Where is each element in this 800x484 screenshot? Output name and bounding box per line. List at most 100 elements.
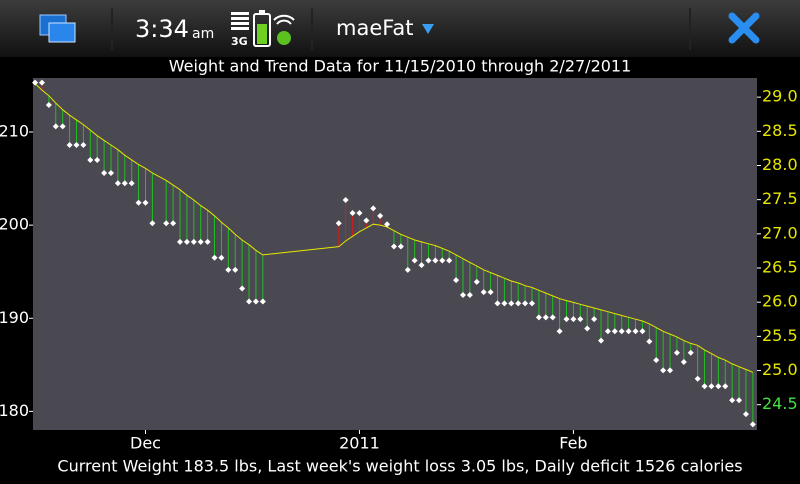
weight-point [687,349,694,356]
weight-point [736,397,743,404]
weight-point [87,156,94,163]
weight-point [342,196,349,203]
weight-point [453,277,460,284]
weight-point [356,210,363,217]
weight-point [377,212,384,219]
weight-point [694,375,701,382]
battery-icon [253,10,271,47]
weight-point [480,289,487,296]
weight-point [73,142,80,149]
weight-point [584,325,591,332]
weight-point [80,142,87,149]
y2-tick-label: 24.5 [762,394,798,413]
weight-point [128,180,135,187]
weight-point [404,266,411,273]
weight-point [646,338,653,345]
task-switcher[interactable] [39,14,76,43]
close-button[interactable] [728,12,760,44]
weight-point [384,221,391,228]
weight-point [349,210,356,217]
weight-point [59,123,66,130]
weight-point [370,205,377,212]
weight-point [529,300,536,307]
network-type: 3G [231,35,248,48]
weight-point [618,328,625,335]
y2-tick-label: 28.0 [762,155,798,174]
weight-point [749,421,756,428]
weight-point [259,298,266,305]
weight-point [246,298,253,305]
y-tick-label: 190 [0,308,29,327]
top-bar [0,0,800,57]
weight-point [363,217,370,224]
weight-point [653,357,660,364]
weight-point [142,199,149,206]
status-text: Current Weight 183.5 lbs, Last week's we… [57,457,742,476]
weight-point [418,262,425,269]
weight-point [232,266,239,273]
weight-point [625,328,632,335]
weight-point [197,238,204,245]
weight-point [52,123,59,130]
weight-point [591,316,598,323]
trend-line [34,83,754,373]
weight-point [239,285,246,292]
weight-point [701,383,708,390]
weight-point [598,337,605,344]
weight-point [522,300,529,307]
weight-point [466,291,473,298]
weight-point [515,300,522,307]
y2-tick-label: 29.0 [762,87,798,106]
weight-point [673,349,680,356]
weight-point [577,316,584,323]
weight-point [183,238,190,245]
weight-point [563,316,570,323]
clock: 3:34 [135,15,189,43]
weight-point [473,278,480,285]
weight-point [604,328,611,335]
weight-point [177,238,184,245]
weight-point [94,156,101,163]
weight-point [667,367,674,374]
weight-point [66,142,73,149]
weight-point [459,291,466,298]
weight-point [335,220,342,227]
weight-point [397,243,404,250]
weight-point [535,314,542,321]
weight-point [390,243,397,250]
weight-point [432,257,439,264]
x-tick-label: Feb [559,434,587,453]
weight-point [446,257,453,264]
weight-point [38,79,45,86]
weight-point [101,169,108,176]
app-menu-arrow[interactable] [422,24,434,34]
weight-point [632,328,639,335]
weight-point [722,383,729,390]
y2-tick-label: 27.5 [762,189,798,208]
weight-point [708,383,715,390]
weight-point [494,300,501,307]
weight-point [680,359,687,366]
weight-point [218,254,225,261]
weight-point [170,220,177,227]
weight-point [107,169,114,176]
x-tick-label: 2011 [339,434,380,453]
weight-point [542,314,549,321]
weight-point [549,314,556,321]
weight-point [32,79,39,86]
weight-point [252,298,259,305]
weight-point [121,180,128,187]
app-name[interactable]: maeFat [336,16,414,40]
weight-point [556,328,563,335]
weight-point [190,238,197,245]
weight-point [729,397,736,404]
signal-icon [231,12,249,30]
weight-point [211,254,218,261]
weight-point [487,289,494,296]
weight-point [204,238,211,245]
weight-point [715,383,722,390]
y2-tick-label: 26.0 [762,292,798,311]
weight-point [45,102,52,109]
